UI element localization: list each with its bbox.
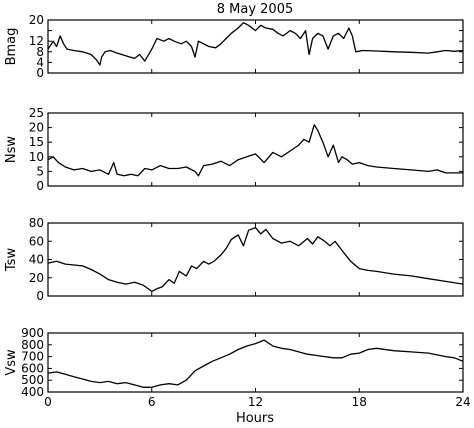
y-tick-label: 80 <box>29 216 44 230</box>
series-line-bmag <box>47 22 464 66</box>
panel-tsw: 0 20 40 60 80 Tsw <box>4 216 464 303</box>
y-tick-label: 900 <box>21 326 44 340</box>
y-tick-label: 800 <box>21 338 44 352</box>
y-tick-label: 20 <box>29 271 44 285</box>
y-axis-label: Tsw <box>4 248 19 273</box>
y-tick-label: 400 <box>21 385 44 399</box>
y-tick-label: 12 <box>29 34 44 48</box>
series-line-vsw <box>47 339 464 388</box>
y-tick-label: 0 <box>36 66 44 80</box>
series-line-nsw <box>47 124 463 177</box>
y-tick-label: 0 <box>36 179 44 193</box>
x-tick-label: 12 <box>248 395 263 409</box>
x-tick-label: 6 <box>148 395 156 409</box>
y-tick-label: 60 <box>29 234 44 248</box>
plot-frame <box>47 332 464 393</box>
x-tick-label: 24 <box>455 395 470 409</box>
y-tick-label: 25 <box>29 106 44 120</box>
y-tick-label: 600 <box>21 361 44 375</box>
y-tick-label: 10 <box>29 150 44 164</box>
y-tick-label: 8 <box>36 45 44 59</box>
y-axis-label: Bmag <box>4 28 19 66</box>
y-axis-label: Vsw <box>4 349 19 376</box>
x-tick-label: 0 <box>44 395 52 409</box>
plot-frame <box>47 19 464 74</box>
y-tick-label: 0 <box>36 289 44 303</box>
y-axis-label: Nsw <box>4 136 19 163</box>
series-line-tsw <box>47 226 464 293</box>
x-tick-label: 18 <box>352 395 367 409</box>
y-tick-label: 40 <box>29 253 44 267</box>
y-tick-label: 20 <box>29 13 44 27</box>
x-axis-label: Hours <box>236 411 274 426</box>
figure-title: 8 May 2005 <box>217 2 294 17</box>
y-tick-label: 5 <box>36 164 44 178</box>
y-tick-label: 15 <box>29 135 44 149</box>
plot-frame <box>47 112 464 187</box>
plot-frame <box>47 222 464 297</box>
y-tick-label: 4 <box>36 55 44 69</box>
y-tick-label: 500 <box>21 373 44 387</box>
y-tick-label: 700 <box>21 350 44 364</box>
y-tick-label: 20 <box>29 121 44 135</box>
